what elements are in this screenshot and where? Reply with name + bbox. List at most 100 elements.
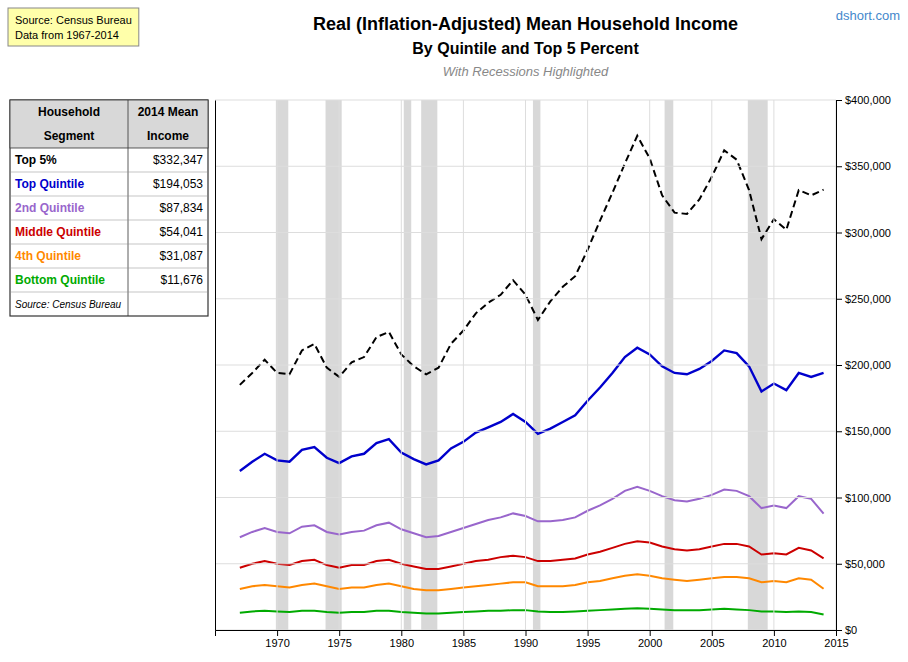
- legend-row-line: [10, 196, 208, 197]
- y-tick: $50,000: [836, 558, 885, 570]
- legend-entry: Middle Quintile: [15, 225, 101, 239]
- legend-entry: Top 5%: [15, 153, 57, 167]
- legend-footnote: Source: Census Bureau: [15, 299, 122, 310]
- tick-mark: [339, 630, 340, 636]
- legend-entry: Bottom Quintile: [15, 273, 105, 287]
- x-tick-label: 1995: [576, 637, 600, 649]
- x-tick-label: 1970: [265, 637, 289, 649]
- tick-mark: [774, 630, 775, 636]
- series-line: [240, 541, 824, 569]
- credit: dshort.com: [836, 8, 900, 23]
- tick-mark: [836, 166, 842, 167]
- tick-mark: [836, 233, 842, 234]
- source-text: Source: Census Bureau: [15, 14, 132, 26]
- series-line: [240, 136, 824, 385]
- legend-divider: [128, 100, 129, 316]
- title: Real (Inflation-Adjusted) Mean Household…: [313, 14, 738, 34]
- grid-line: [587, 100, 588, 630]
- axis-line: [215, 101, 216, 631]
- legend-entry: 4th Quintile: [15, 249, 81, 263]
- y-tick-label: $0: [845, 624, 857, 636]
- legend-entry: 2nd Quintile: [15, 201, 85, 215]
- y-tick: $350,000: [836, 160, 891, 172]
- tick-mark: [712, 630, 713, 636]
- source-box-frame: [8, 8, 139, 46]
- grid: [215, 100, 836, 630]
- y-tick-label: $350,000: [845, 160, 891, 172]
- y-tick: $400,000: [836, 94, 891, 106]
- legend-value: $11,676: [161, 273, 204, 287]
- y-tick-label: $300,000: [845, 227, 891, 239]
- x-tick: 2010: [762, 630, 786, 649]
- y-tick: $100,000: [836, 492, 891, 504]
- y-tick: $250,000: [836, 293, 891, 305]
- legend: Household Segment 2014 Mean Income Top 5% $33…: [10, 100, 208, 316]
- legend-row-line: [10, 220, 208, 221]
- x-tick-label: 1990: [514, 637, 538, 649]
- x-tick-label: 1975: [327, 637, 351, 649]
- y-axis: $0 $50,000 $100,000 $150,000 $200,000 $250,00…: [836, 94, 891, 636]
- legend-row-line: [10, 268, 208, 269]
- tick-mark: [836, 630, 842, 631]
- tick-mark: [463, 630, 464, 636]
- chart: 1970 1975 1980 1985 1990 1995 2000 2005 2010 2015…: [0, 0, 908, 662]
- series-line: [240, 348, 824, 471]
- x-tick: 1980: [390, 630, 414, 649]
- legend-header: Household: [38, 105, 100, 119]
- series-line: [240, 608, 824, 614]
- tick-mark: [588, 630, 589, 636]
- y-tick-label: $50,000: [845, 558, 885, 570]
- x-tick-label: 1980: [390, 637, 414, 649]
- x-tick-label: 2005: [700, 637, 724, 649]
- grid-line: [711, 100, 712, 630]
- grid-line: [649, 100, 650, 630]
- legend-header-bg: [10, 100, 208, 148]
- legend-value: $332,347: [153, 153, 203, 167]
- subtitle: By Quintile and Top 5 Percent: [412, 40, 639, 57]
- grid-line: [773, 100, 774, 630]
- legend-entry: Top Quintile: [15, 177, 84, 191]
- legend-value: $31,087: [160, 249, 204, 263]
- y-tick-label: $200,000: [845, 359, 891, 371]
- x-tick: 2005: [700, 630, 724, 649]
- legend-value: $87,834: [160, 201, 204, 215]
- y-tick-label: $400,000: [845, 94, 891, 106]
- axis-line: [216, 631, 837, 637]
- x-tick-label: 1985: [452, 637, 476, 649]
- y-tick: $200,000: [836, 359, 891, 371]
- y-tick: $150,000: [836, 425, 891, 437]
- grid-line: [525, 100, 526, 630]
- tick-mark: [650, 630, 651, 636]
- legend-header: Segment: [44, 129, 95, 143]
- tick-mark: [836, 365, 842, 366]
- legend-row-line: [10, 292, 208, 293]
- tick-mark: [836, 498, 842, 499]
- axis-line: [837, 101, 843, 631]
- tick-mark: [836, 299, 842, 300]
- x-tick-label: 2015: [824, 637, 848, 649]
- tick-mark: [836, 431, 842, 432]
- legend-header: Income: [147, 129, 189, 143]
- x-tick: 1975: [327, 630, 351, 649]
- x-tick: 1970: [265, 630, 289, 649]
- legend-value: $54,041: [160, 225, 204, 239]
- tick-mark: [836, 564, 842, 565]
- y-axis-left: [215, 101, 216, 631]
- legend-value: $194,053: [153, 177, 203, 191]
- grid-line: [463, 100, 464, 630]
- series-line: [240, 487, 824, 537]
- series-line: [240, 574, 824, 590]
- x-tick: 2000: [638, 630, 662, 649]
- legend-header: 2014 Mean: [138, 105, 199, 119]
- grid-line: [339, 100, 340, 630]
- tick-mark: [526, 630, 527, 636]
- x-tick: 1985: [452, 630, 476, 649]
- y-tick-label: $100,000: [845, 492, 891, 504]
- x-tick-label: 2010: [762, 637, 786, 649]
- y-tick: $300,000: [836, 227, 891, 239]
- plot-area: 1970 1975 1980 1985 1990 1995 2000 2005 2010 2015…: [215, 94, 891, 649]
- tick-mark: [401, 630, 402, 636]
- source-box: Source: Census BureauData from 1967-2014: [8, 8, 139, 46]
- grid-line: [401, 100, 402, 630]
- tick-mark: [277, 630, 278, 636]
